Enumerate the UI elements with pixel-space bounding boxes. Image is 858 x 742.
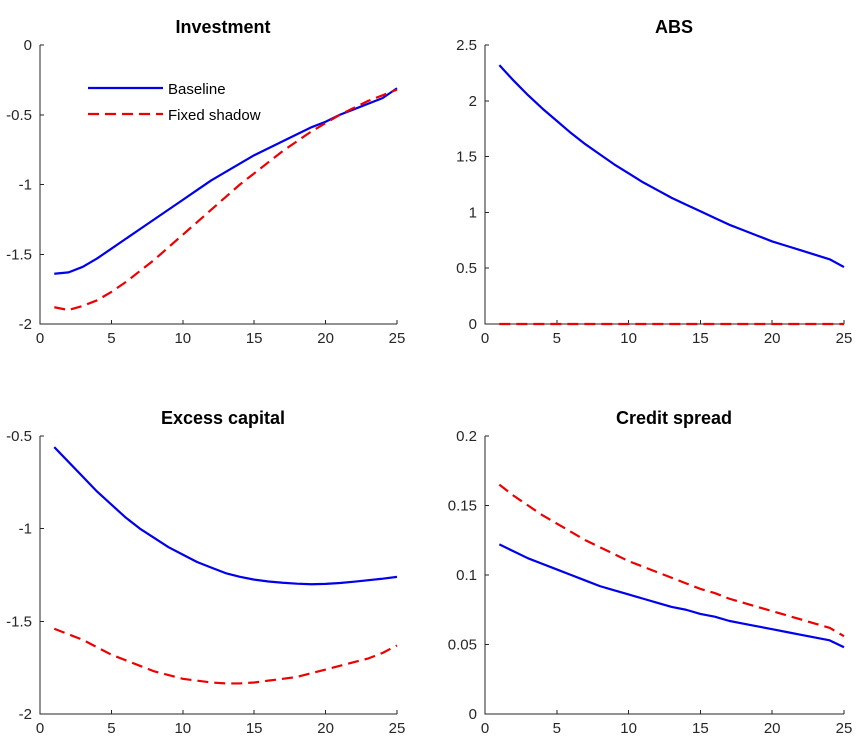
x-tick-label: 10 — [620, 330, 637, 347]
series-fixed-shadow-excess-capital — [53, 627, 398, 685]
y-tick-label: -0.5 — [6, 428, 32, 445]
x-tick-label: 15 — [246, 720, 263, 737]
panel-title-excess-capital: Excess capital — [161, 408, 285, 428]
y-tick-label: 2.5 — [456, 37, 477, 54]
x-tick-label: 20 — [317, 330, 334, 347]
legend: Baseline Fixed shadow — [88, 81, 261, 124]
panel-excess-capital: 0 5 10 15 20 25 -2 -1.5 -1 -0.5 — [6, 428, 405, 737]
series-fixed-shadow-investment — [54, 88, 398, 312]
y-tick-label: -0.5 — [6, 107, 32, 124]
series-baseline-investment — [54, 87, 398, 275]
series-baseline-abs — [498, 64, 845, 269]
x-tick-label: 25 — [836, 330, 853, 347]
y-tick-label: -1.5 — [6, 246, 32, 263]
panel-title-investment: Investment — [175, 17, 270, 37]
legend-baseline-label: Baseline — [168, 81, 226, 98]
x-tick-label: 5 — [553, 720, 561, 737]
y-tick-label: 0 — [24, 37, 32, 54]
x-tick-label: 0 — [481, 720, 489, 737]
x-tick-label: 10 — [174, 720, 191, 737]
x-tick-label: 15 — [692, 720, 709, 737]
x-tick-label: 25 — [389, 330, 406, 347]
y-tick-label: 0.1 — [456, 567, 477, 584]
x-tick-label: 25 — [836, 720, 853, 737]
legend-fixed-shadow-label: Fixed shadow — [168, 107, 261, 124]
y-tick-label: 0.15 — [448, 498, 477, 515]
x-tick-label: 20 — [317, 720, 334, 737]
x-tick-label: 25 — [389, 720, 406, 737]
x-tick-label: 0 — [36, 720, 44, 737]
x-tick-label: 20 — [764, 720, 781, 737]
y-tick-label: 2 — [469, 93, 477, 110]
x-tick-label: 0 — [36, 330, 44, 347]
x-tick-label: 5 — [107, 720, 115, 737]
panel-credit-spread: 0 5 10 15 20 25 0 0.05 0.1 0.15 0.2 — [448, 428, 853, 737]
series-baseline-credit-spread — [498, 543, 845, 649]
x-tick-label: 15 — [692, 330, 709, 347]
y-tick-label: 1 — [469, 204, 477, 221]
x-tick-label: 20 — [764, 330, 781, 347]
x-tick-label: 5 — [107, 330, 115, 347]
y-tick-label: -2 — [19, 706, 32, 723]
series-fixed-shadow-credit-spread — [498, 483, 845, 638]
panel-title-abs: ABS — [655, 17, 693, 37]
x-tick-label: 10 — [174, 330, 191, 347]
y-tick-label: 0.05 — [448, 637, 477, 654]
x-tick-label: 10 — [620, 720, 637, 737]
panel-title-credit-spread: Credit spread — [616, 408, 732, 428]
y-tick-label: 0 — [469, 316, 477, 333]
y-tick-label: 0.2 — [456, 428, 477, 445]
y-tick-label: 0 — [469, 706, 477, 723]
axes-excess-capital — [39, 436, 397, 715]
y-tick-label: -1 — [19, 177, 32, 194]
x-tick-label: 0 — [481, 330, 489, 347]
panel-investment: 0 5 10 15 20 25 -2 -1.5 -1 -0.5 0 — [6, 37, 405, 347]
y-tick-label: -1.5 — [6, 613, 32, 630]
y-tick-label: -2 — [19, 316, 32, 333]
y-tick-label: 0.5 — [456, 260, 477, 277]
y-tick-label: -1 — [19, 521, 32, 538]
series-baseline-excess-capital — [53, 446, 398, 586]
axes-abs — [484, 45, 844, 325]
panel-abs: 0 5 10 15 20 25 0 0.5 1 1.5 2 2.5 — [456, 37, 852, 347]
x-tick-label: 5 — [553, 330, 561, 347]
x-tick-label: 15 — [246, 330, 263, 347]
y-tick-label: 1.5 — [456, 149, 477, 166]
